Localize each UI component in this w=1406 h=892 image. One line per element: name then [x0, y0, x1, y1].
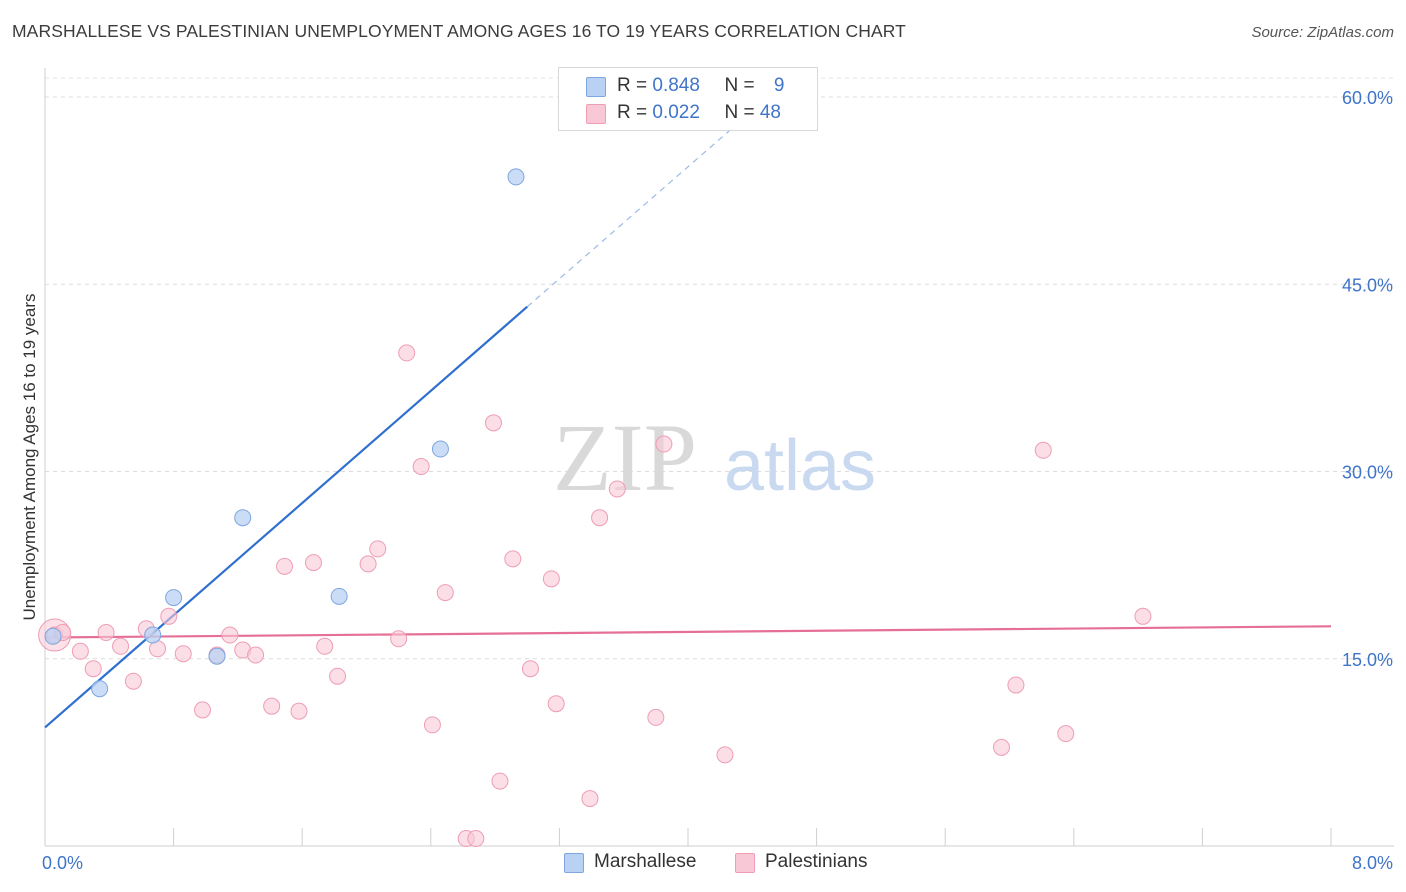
palestinians-point	[467, 830, 485, 848]
palestinians-point	[423, 716, 441, 734]
grid-lines	[45, 77, 1394, 660]
marshallese-trend-extension	[526, 121, 740, 308]
palestinians-point	[655, 435, 673, 453]
palestinians-point	[263, 697, 281, 715]
palestinians-point	[1034, 441, 1052, 459]
marshallese-point	[507, 168, 525, 186]
marshallese-point	[330, 587, 348, 605]
palestinians-point	[369, 540, 387, 558]
legend-n-value: 9	[773, 75, 785, 96]
x-tick-label: 8.0%	[1352, 853, 1393, 873]
y-tick-label: 45.0%	[1342, 275, 1393, 295]
watermark-zip: ZIP	[553, 404, 697, 511]
palestinians-legend-swatch	[735, 853, 755, 873]
data-points	[38, 168, 1152, 848]
legend-n-value: 48	[759, 102, 781, 123]
legend-n-label: N =	[724, 75, 760, 96]
palestinians-point	[112, 637, 130, 655]
palestinians-trend-line	[44, 625, 1332, 639]
palestinians-point	[194, 701, 212, 719]
palestinians-point	[484, 414, 502, 432]
palestinians-point	[329, 667, 347, 685]
palestinians-point	[276, 557, 294, 575]
marshallese-point	[44, 627, 62, 645]
palestinians-point	[547, 695, 565, 713]
marshallese-trend-line	[44, 305, 528, 729]
palestinians-point	[290, 702, 308, 720]
correlation-legend: R = 0.848 N = 9 R = 0.022 N = 48	[558, 67, 818, 131]
palestinians-point	[591, 509, 609, 527]
palestinians-point	[504, 550, 522, 568]
legend-r-value: 0.848	[652, 75, 700, 96]
y-tick-label: 15.0%	[1342, 650, 1393, 670]
palestinians-point	[398, 344, 416, 362]
marshallese-legend-swatch	[564, 853, 584, 873]
palestinians-point	[491, 772, 509, 790]
palestinians-point	[390, 630, 408, 648]
legend-r-label: R =	[617, 75, 653, 96]
marshallese-point	[234, 509, 252, 527]
legend-n-label: N =	[724, 102, 760, 123]
marshallese-point	[91, 680, 109, 698]
palestinians-legend-label: Palestinians	[765, 851, 868, 872]
palestinians-point	[992, 738, 1010, 756]
watermark-atlas: atlas	[724, 426, 876, 506]
palestinians-point	[97, 624, 115, 642]
palestinians-point	[316, 637, 334, 655]
palestinians-point	[716, 746, 734, 764]
chart-title: MARSHALLESE VS PALESTINIAN UNEMPLOYMENT …	[12, 21, 906, 41]
axes	[44, 68, 1394, 847]
y-tick-label: 30.0%	[1342, 463, 1393, 483]
x-tick-label: 0.0%	[42, 853, 83, 873]
watermark: ZIP atlas	[553, 404, 876, 511]
palestinians-point	[359, 555, 377, 573]
palestinians-point	[1057, 725, 1075, 743]
palestinians-swatch	[586, 104, 606, 124]
y-tick-label: 60.0%	[1342, 88, 1393, 108]
palestinians-point	[581, 790, 599, 808]
palestinians-point	[1134, 607, 1152, 625]
marshallese-point	[165, 589, 183, 607]
palestinians-point	[84, 660, 102, 678]
legend-r-value: 0.022	[652, 102, 700, 123]
y-axis-label: Unemployment Among Ages 16 to 19 years	[20, 293, 39, 621]
legend-r-label: R =	[617, 102, 653, 123]
palestinians-point	[304, 554, 322, 572]
marshallese-point	[208, 647, 226, 665]
palestinians-point	[412, 458, 430, 476]
source-label: Source: ZipAtlas.com	[1251, 24, 1394, 41]
trend-lines	[44, 121, 1332, 729]
palestinians-point	[247, 646, 265, 664]
palestinians-point	[160, 607, 178, 625]
palestinians-point	[71, 642, 89, 660]
palestinians-point	[608, 480, 626, 498]
palestinians-point	[542, 570, 560, 588]
palestinians-point	[124, 672, 142, 690]
palestinians-point	[174, 645, 192, 663]
palestinians-point	[221, 626, 239, 644]
marshallese-point	[144, 626, 162, 644]
palestinians-point	[436, 584, 454, 602]
palestinians-point	[521, 660, 539, 678]
palestinians-point	[1007, 676, 1025, 694]
marshallese-legend-label: Marshallese	[594, 851, 697, 872]
marshallese-point	[431, 440, 449, 458]
palestinians-point	[647, 708, 665, 726]
marshallese-swatch	[586, 77, 606, 97]
tick-labels: 15.0% 30.0% 45.0% 60.0% 0.0% 8.0%	[42, 88, 1393, 873]
